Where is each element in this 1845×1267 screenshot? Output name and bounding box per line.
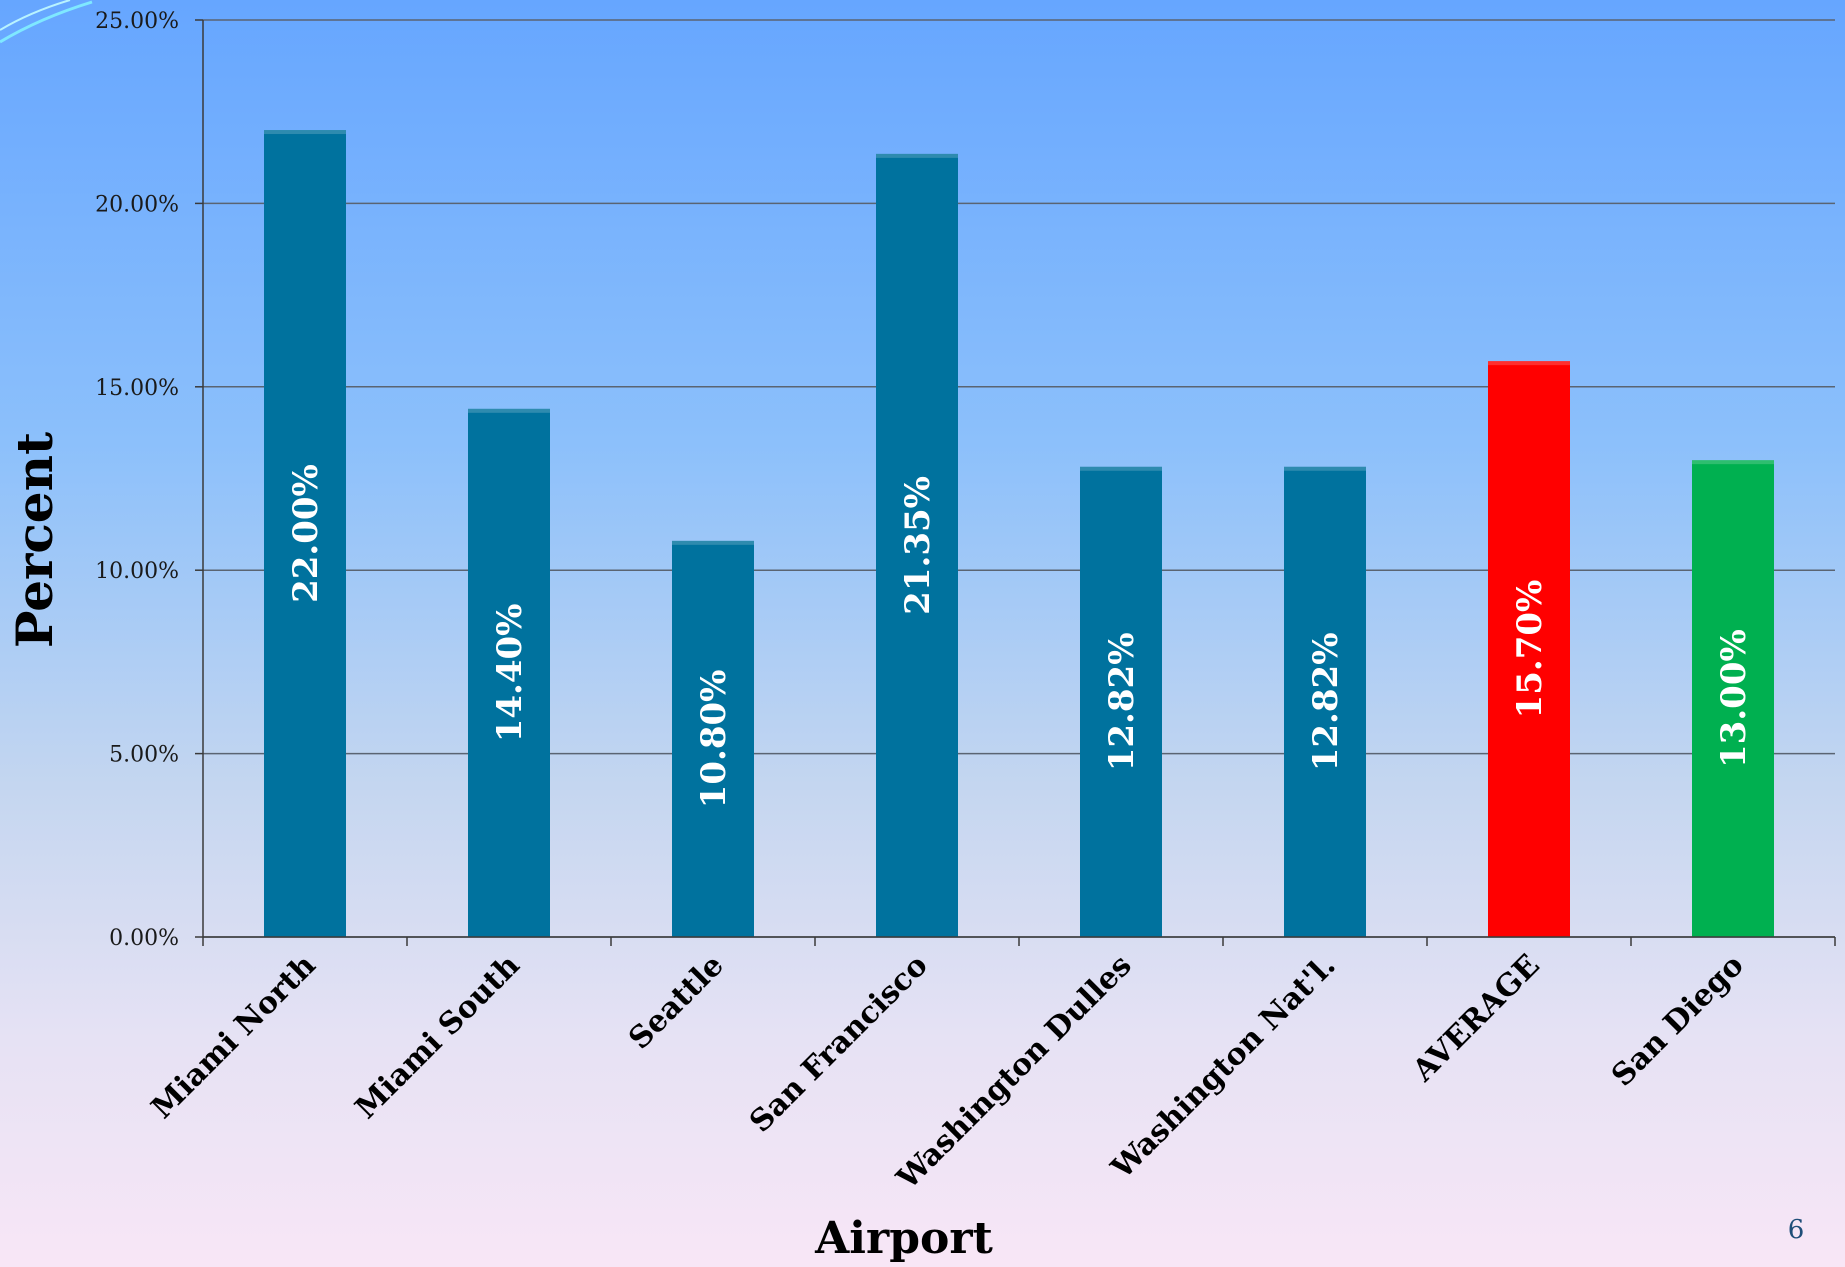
bar-data-label: 12.82% [1102,632,1142,771]
x-category-label: AVERAGE [1405,948,1546,1089]
bar-highlight [264,130,346,135]
y-tick-label: 20.00% [95,192,179,217]
bar-data-label: 22.00% [286,464,326,603]
bar-highlight [1284,466,1366,471]
bar [264,130,346,938]
bar-data-label: 14.40% [490,604,530,743]
x-category-label: Seattle [622,948,730,1056]
bar-data-label: 21.35% [898,476,938,615]
y-tick-label: 10.00% [95,559,179,584]
bar [1692,460,1774,937]
bar-highlight [876,153,958,158]
bar-data-label: 12.82% [1306,632,1346,771]
bar-data-label: 15.70% [1510,580,1550,719]
x-category-labels: Miami North Miami South Seattle San Francis… [145,948,1751,1197]
gridlines [203,19,1835,938]
bar-highlight [468,408,550,413]
bar [1080,466,1162,937]
x-axis-title: Airport [814,1213,993,1264]
corner-swoosh-decoration [0,0,71,31]
bar [876,153,958,937]
x-category-label: Miami South [349,948,527,1126]
bar [1488,361,1570,937]
axes [195,19,1836,946]
bar-highlight [1488,361,1570,366]
x-category-label: Miami North [145,948,323,1126]
bar-highlight [672,540,754,545]
x-category-label: San Diego [1605,948,1751,1094]
y-tick-labels: 0.00% 5.00% 10.00% 15.00% 20.00% 25.00% [95,9,179,951]
bar-data-label: 13.00% [1714,629,1754,768]
y-axis-title: Percent [5,432,64,648]
bar [1284,466,1366,937]
bar-highlight [1692,460,1774,465]
y-tick-label: 0.00% [109,926,179,951]
x-category-label: Washington Nat'l. [1104,948,1342,1186]
bar [672,540,754,937]
y-tick-label: 15.00% [95,376,179,401]
y-tick-label: 25.00% [95,9,179,34]
y-tick-label: 5.00% [109,743,179,768]
x-category-label: San Francisco [743,948,935,1140]
x-category-label: Washington Dulles [890,948,1139,1197]
bar-data-label: 10.80% [694,670,734,809]
bar-data-labels: 22.00% 14.40% 10.80% 21.35% 12.82% 12.82% 15.7… [286,464,1754,808]
page-number: 6 [1788,1215,1805,1245]
bar-highlight [1080,466,1162,471]
bars [264,130,1774,938]
corner-swoosh-decoration [0,0,93,44]
bar [468,408,550,938]
